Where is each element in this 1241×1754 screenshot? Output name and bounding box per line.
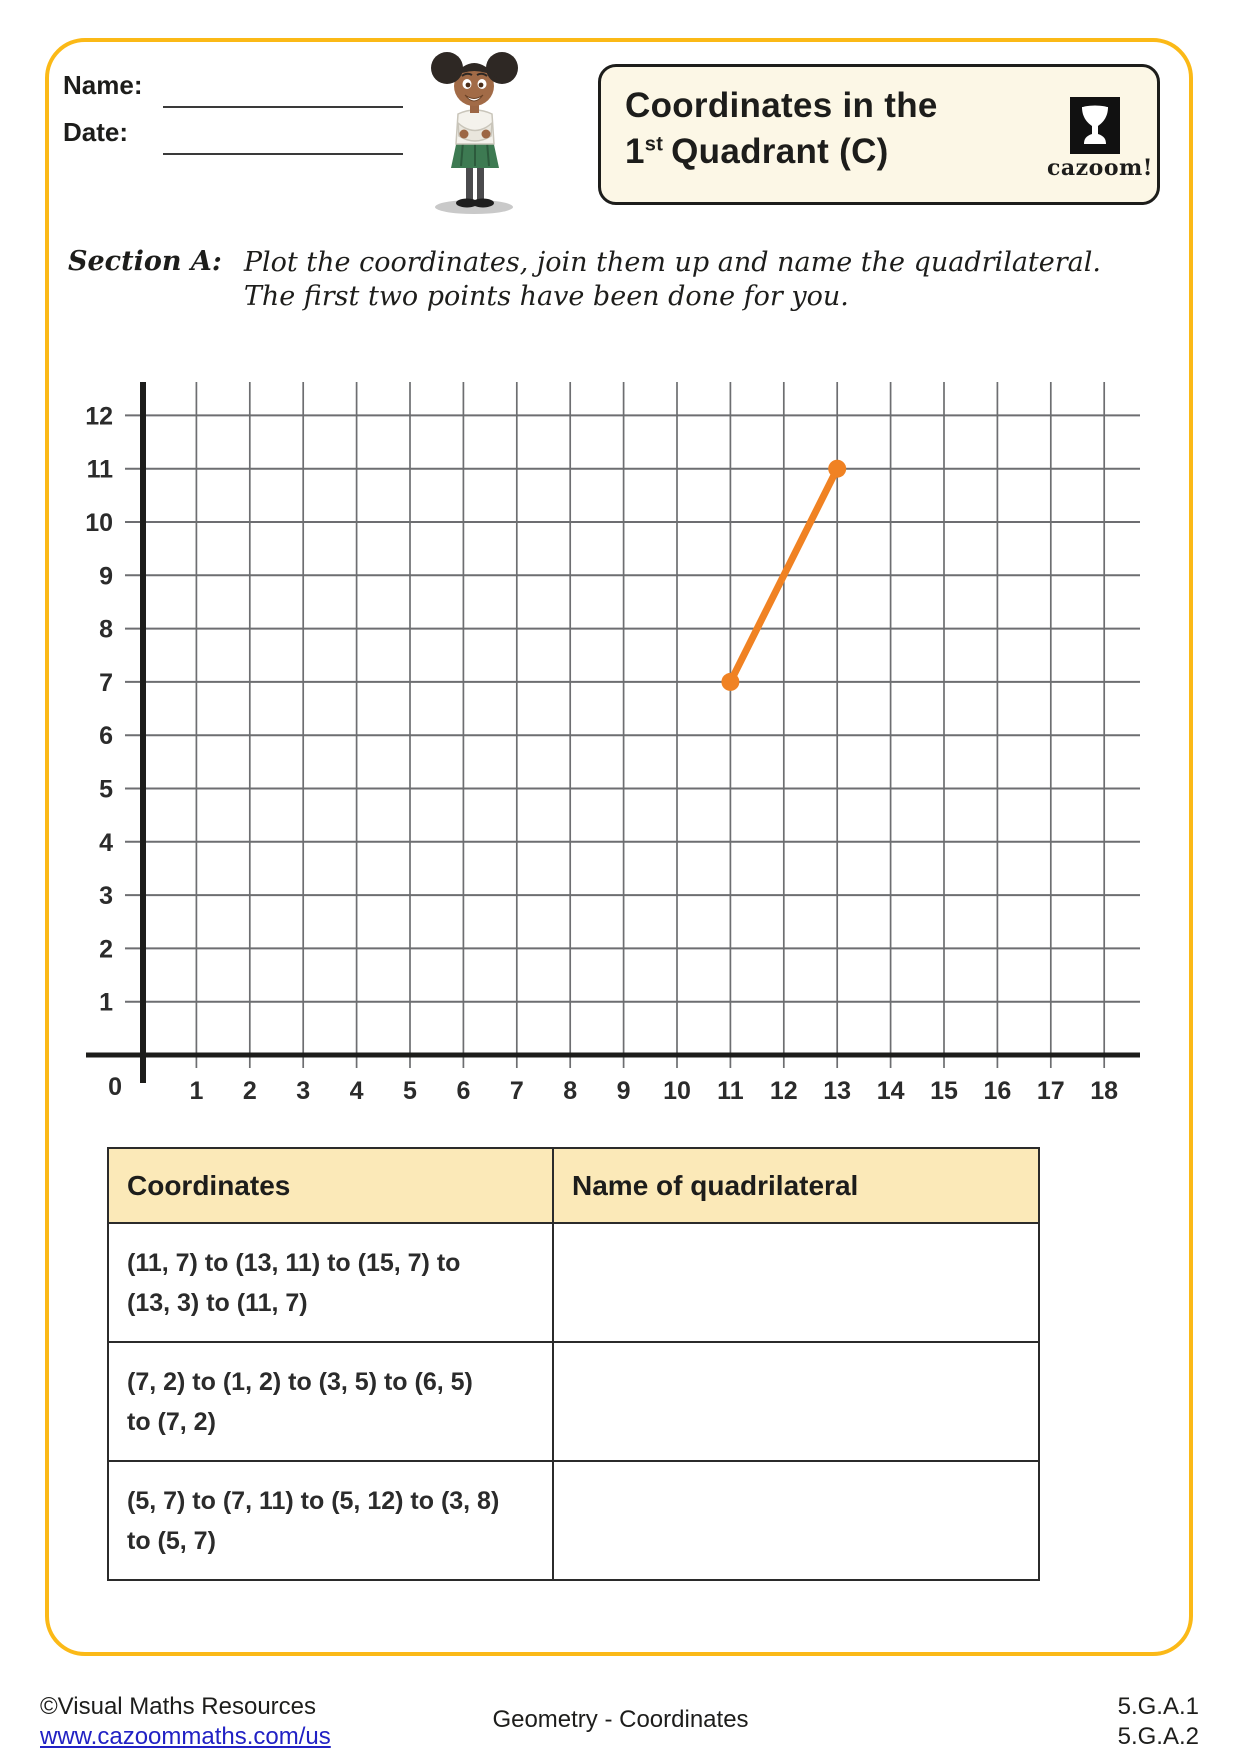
svg-text:7: 7 xyxy=(99,669,113,697)
table-header-row: Coordinates Name of quadrilateral xyxy=(107,1147,1040,1224)
coordinates-cell: (7, 2) to (1, 2) to (3, 5) to (6, 5) to … xyxy=(107,1341,554,1462)
footer-topic: Geometry - Coordinates xyxy=(492,1706,749,1733)
svg-text:12: 12 xyxy=(85,402,113,430)
standard-code: 5.G.A.1 xyxy=(1117,1693,1199,1720)
coordinates-column-header: Coordinates xyxy=(107,1147,554,1224)
svg-text:6: 6 xyxy=(99,722,113,750)
svg-text:15: 15 xyxy=(930,1077,958,1105)
svg-text:8: 8 xyxy=(563,1077,577,1105)
quadrilateral-answer-cell[interactable] xyxy=(552,1222,1040,1343)
svg-text:1: 1 xyxy=(189,1077,203,1105)
svg-text:7: 7 xyxy=(510,1077,524,1105)
worksheet-title: Coordinates in the 1st Quadrant (C) xyxy=(625,86,938,171)
svg-text:2: 2 xyxy=(99,935,113,963)
worksheet-border xyxy=(45,38,1193,1656)
coordinates-cell: (11, 7) to (13, 11) to (15, 7) to (13, 3… xyxy=(107,1222,554,1343)
date-label: Date: xyxy=(63,117,129,147)
cazoom-logo-text: cazoom! xyxy=(1047,155,1153,181)
table-row: (11, 7) to (13, 11) to (15, 7) to (13, 3… xyxy=(107,1222,1040,1343)
name-input-line[interactable] xyxy=(163,106,403,108)
cazoom-url-link[interactable]: www.cazoommaths.com/us xyxy=(40,1723,331,1750)
copyright-text: ©Visual Maths Resources xyxy=(40,1693,317,1720)
standard-code: 5.G.A.2 xyxy=(1117,1723,1199,1750)
svg-text:4: 4 xyxy=(99,829,113,857)
footer-attribution: ©Visual Maths Resources www.cazoommaths.… xyxy=(40,1692,331,1752)
svg-text:3: 3 xyxy=(99,882,113,910)
svg-text:14: 14 xyxy=(877,1077,905,1105)
section-a: Section A: Plot the coordinates, join th… xyxy=(68,246,1101,314)
section-a-instruction-line2: The first two points have been done for … xyxy=(243,281,849,312)
svg-text:3: 3 xyxy=(296,1077,310,1105)
worksheet-title-box: Coordinates in the 1st Quadrant (C) cazoo… xyxy=(598,64,1160,205)
svg-text:11: 11 xyxy=(717,1077,744,1105)
section-a-instruction-line1: Plot the coordinates, join them up and n… xyxy=(243,247,1101,278)
cazoom-hourglass-icon xyxy=(1070,97,1120,154)
svg-text:4: 4 xyxy=(350,1077,364,1105)
section-a-label: Section A: xyxy=(68,246,222,277)
svg-text:6: 6 xyxy=(456,1077,470,1105)
svg-text:13: 13 xyxy=(823,1077,851,1105)
svg-text:18: 18 xyxy=(1090,1077,1118,1105)
quadrilateral-answer-cell[interactable] xyxy=(552,1341,1040,1462)
svg-text:10: 10 xyxy=(85,509,113,537)
coordinate-grid[interactable]: 1 2 3 4 5 6 7 8 9 10 11 12 1 2 3 4 5 6 7 8 9 10 11 12 13 14 15 16 17… xyxy=(78,366,1160,1133)
svg-text:17: 17 xyxy=(1037,1077,1065,1105)
footer-standards: 5.G.A.1 5.G.A.2 xyxy=(1118,1692,1199,1752)
svg-text:1: 1 xyxy=(99,989,113,1017)
svg-text:0: 0 xyxy=(108,1073,122,1101)
svg-text:12: 12 xyxy=(770,1077,798,1105)
svg-text:2: 2 xyxy=(243,1077,257,1105)
quadrilateral-column-header: Name of quadrilateral xyxy=(552,1147,1040,1224)
svg-text:5: 5 xyxy=(403,1077,417,1105)
quadrilateral-answer-cell[interactable] xyxy=(552,1460,1040,1581)
svg-text:11: 11 xyxy=(87,456,114,484)
coordinates-cell: (5, 7) to (7, 11) to (5, 12) to (3, 8) t… xyxy=(107,1460,554,1581)
svg-text:5: 5 xyxy=(99,776,113,804)
table-row: (7, 2) to (1, 2) to (3, 5) to (6, 5) to … xyxy=(107,1341,1040,1462)
svg-text:9: 9 xyxy=(617,1077,631,1105)
svg-text:16: 16 xyxy=(983,1077,1011,1105)
svg-text:10: 10 xyxy=(663,1077,691,1105)
date-input-line[interactable] xyxy=(163,153,403,155)
answer-table: Coordinates Name of quadrilateral (11, 7… xyxy=(107,1147,1040,1581)
cazoom-logo: cazoom! xyxy=(1047,97,1153,181)
table-row: (5, 7) to (7, 11) to (5, 12) to (3, 8) t… xyxy=(107,1460,1040,1581)
name-label: Name: xyxy=(63,70,143,100)
svg-text:9: 9 xyxy=(99,562,113,590)
svg-text:8: 8 xyxy=(99,616,113,644)
student-character-illustration xyxy=(431,52,518,214)
